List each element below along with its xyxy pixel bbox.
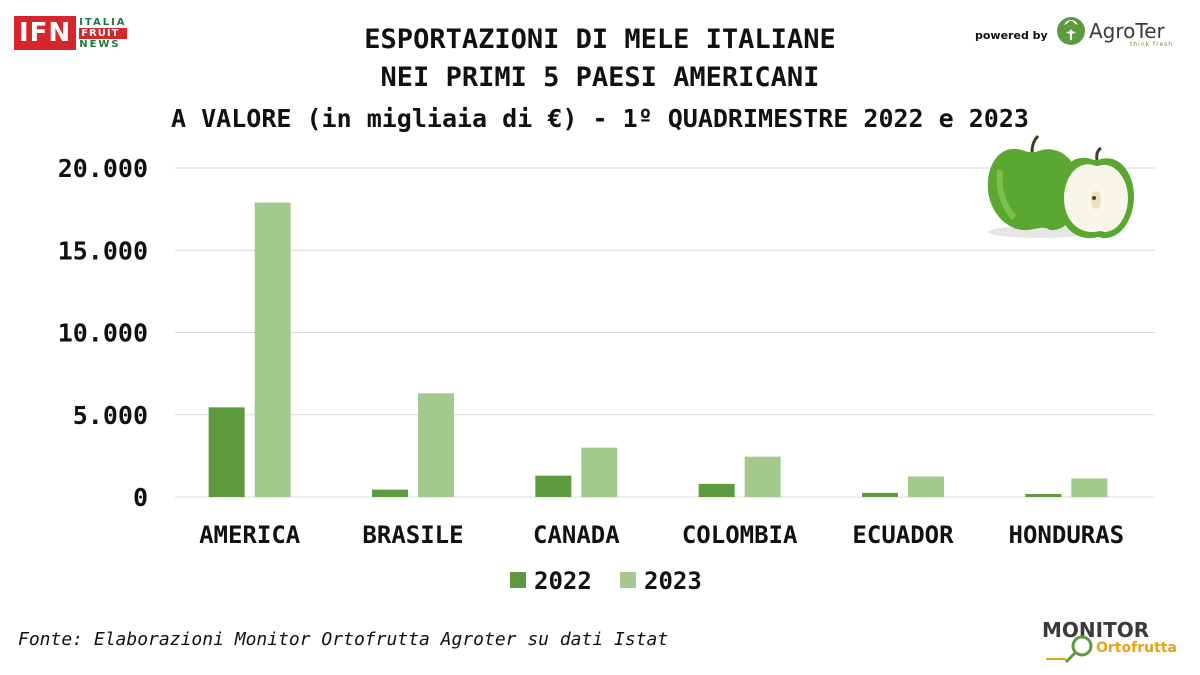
chart-title-line1: ESPORTAZIONI DI MELE ITALIANE: [364, 24, 836, 55]
y-tick-label: 10.000: [58, 319, 148, 348]
x-category-label: COLOMBIA: [682, 521, 798, 549]
agroter-logo-name: AgroTer: [1089, 19, 1165, 43]
x-category-label: BRASILE: [362, 521, 463, 549]
x-category-label: AMERICA: [199, 521, 301, 549]
x-category-label: HONDURAS: [1009, 521, 1125, 549]
y-tick-label: 5.000: [73, 401, 148, 430]
tree-icon: [1057, 17, 1085, 45]
bar-2023-canada: [581, 447, 618, 497]
half-apple-icon: [1056, 146, 1134, 239]
monitor-ortofrutta-logo: MONITOR Ortofrutta: [1042, 618, 1182, 664]
bar-2023-brasile: [418, 393, 454, 497]
apple-illustration: [987, 134, 1134, 239]
legend-label-2022: 2022: [534, 567, 592, 595]
bar-2023-colombia: [744, 456, 781, 497]
legend-label-2023: 2023: [644, 567, 702, 595]
monitor-logo-top: MONITOR: [1042, 618, 1150, 642]
x-category-label: ECUADOR: [852, 521, 954, 549]
y-axis-ticks: 0 5.000 10.000 15.000 20.000: [58, 154, 148, 512]
monitor-logo-bottom: Ortofrutta: [1096, 640, 1177, 656]
bar-2022-ecuador: [862, 492, 898, 497]
bar-2022-honduras: [1025, 494, 1062, 497]
ifn-logo-line3: NEWS: [79, 38, 121, 50]
y-tick-label: 15.000: [58, 236, 148, 265]
source-note: Fonte: Elaborazioni Monitor Ortofrutta A…: [18, 629, 669, 650]
powered-by-label: powered by: [975, 29, 1048, 42]
chart-title-line2: NEI PRIMI 5 PAESI AMERICANI: [380, 62, 820, 93]
bar-2022-brasile: [372, 489, 408, 497]
bar-2022-colombia: [698, 483, 735, 497]
magnifier-icon: [1046, 635, 1093, 664]
legend-swatch-2022: [510, 572, 526, 588]
ifn-logo: IFN ITALIA FRUIT NEWS: [14, 16, 127, 50]
bar-2023-ecuador: [908, 476, 944, 497]
ifn-logo-line1: ITALIA: [79, 16, 127, 28]
legend: 2022 2023: [510, 567, 702, 595]
ifn-logo-main: IFN: [14, 16, 77, 50]
agroter-tagline: think fresh: [1130, 41, 1174, 48]
agroter-logo: AgroTer: [1056, 16, 1165, 46]
x-category-label: CANADA: [533, 521, 620, 549]
bar-2022-america: [208, 407, 245, 497]
ifn-logo-text: ITALIA FRUIT NEWS: [79, 16, 127, 50]
x-axis-categories: AMERICA BRASILE CANADA COLOMBIA ECUADOR HONDU…: [199, 521, 1124, 549]
y-tick-label: 0: [133, 483, 148, 512]
chart-subtitle: A VALORE (in migliaia di €) - 1º QUADRIM…: [171, 104, 1029, 133]
whole-apple-icon: [987, 134, 1081, 231]
legend-swatch-2023: [620, 572, 636, 588]
bar-2023-america: [254, 202, 291, 498]
y-tick-label: 20.000: [58, 154, 148, 183]
bar-2022-canada: [535, 475, 572, 497]
bars: [208, 202, 1108, 498]
bar-2023-honduras: [1071, 478, 1108, 497]
ifn-logo-line2: FRUIT: [79, 27, 127, 39]
